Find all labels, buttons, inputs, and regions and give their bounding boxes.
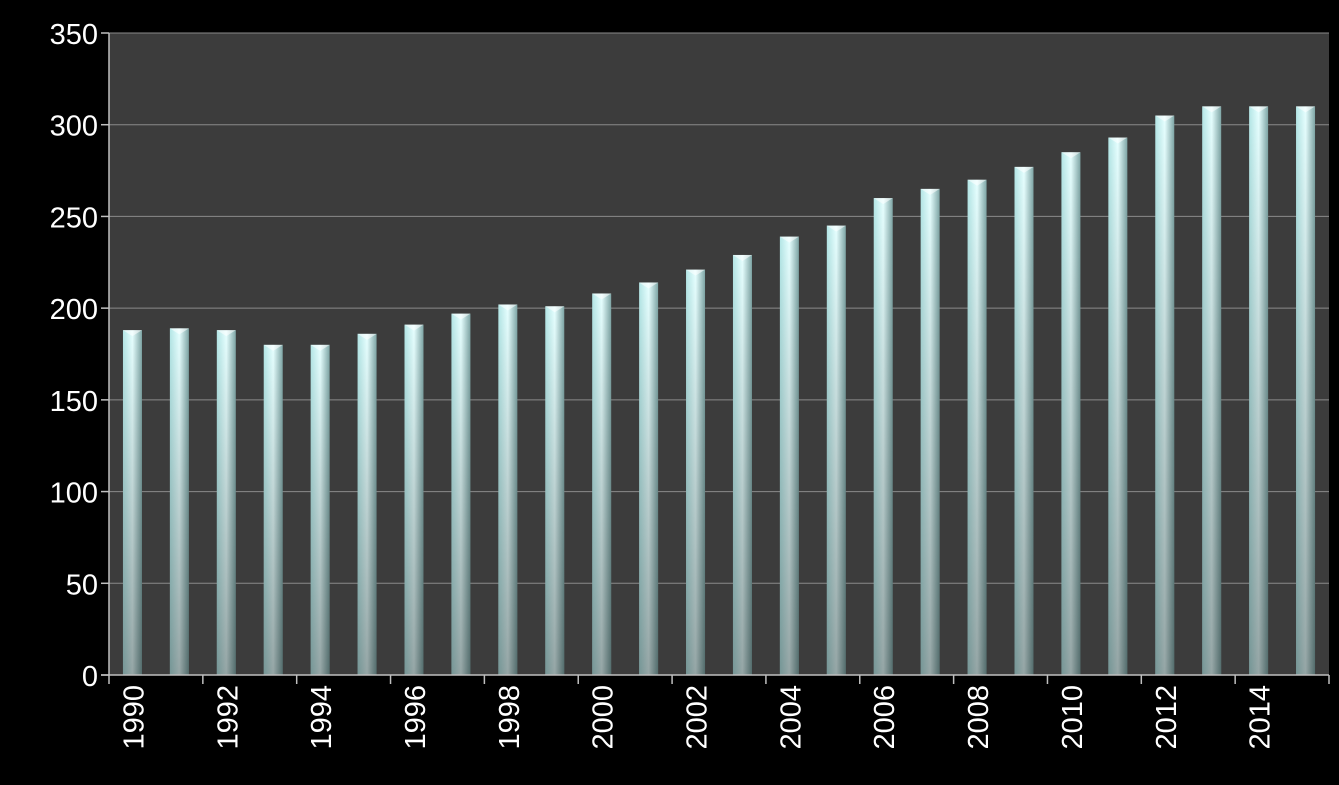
- x-tick-label: 2000: [588, 685, 620, 750]
- bar: [216, 330, 236, 675]
- bar: [451, 313, 471, 675]
- x-tick-label: 2014: [1245, 685, 1277, 750]
- bar: [1249, 106, 1269, 675]
- bar: [357, 333, 377, 675]
- bars: [122, 106, 1316, 676]
- y-tick-label: 50: [66, 569, 98, 601]
- bar: [1061, 152, 1081, 675]
- y-tick-label: 200: [50, 294, 98, 326]
- y-tick-label: 100: [50, 478, 98, 510]
- x-tick-labels: 1990 1992 1994 1996 1998 2000 2002 2004 2006 2008…: [118, 685, 1276, 750]
- bar: [1155, 115, 1175, 676]
- y-tick-label: 300: [50, 111, 98, 143]
- x-tick-label: 2002: [682, 685, 714, 750]
- bar: [1108, 137, 1128, 675]
- axes: [101, 32, 1330, 684]
- x-tick-label: 2004: [775, 685, 807, 750]
- y-tick-label: 0: [82, 661, 98, 693]
- bar: [967, 179, 987, 675]
- bar: [686, 269, 706, 675]
- x-tick-label: 2008: [963, 685, 995, 750]
- y-tick-labels: 0 50 100 150 200 250 300 350: [50, 19, 98, 693]
- y-tick-label: 350: [50, 19, 98, 51]
- bar: [1014, 166, 1034, 675]
- y-tick-label: 250: [50, 202, 98, 234]
- bar: [873, 198, 893, 676]
- bar: [498, 304, 518, 675]
- bar: [404, 324, 424, 675]
- x-tick-label: 1998: [494, 685, 526, 750]
- bar: [732, 254, 752, 675]
- bar: [545, 306, 565, 675]
- bar: [169, 328, 189, 675]
- bar: [122, 330, 142, 675]
- bar: [263, 344, 283, 675]
- bar: [779, 236, 799, 675]
- x-tick-label: 2010: [1057, 685, 1089, 750]
- x-tick-label: 1994: [306, 685, 338, 750]
- x-tick-label: 1990: [118, 685, 150, 750]
- bar: [310, 344, 330, 675]
- bar: [826, 225, 846, 675]
- bar: [1202, 106, 1222, 675]
- bar: [639, 282, 659, 675]
- x-tick-label: 1996: [400, 685, 432, 750]
- y-tick-label: 150: [50, 386, 98, 418]
- bar: [920, 188, 940, 675]
- bar: [592, 293, 612, 675]
- x-tick-label: 2012: [1151, 685, 1183, 750]
- x-tick-label: 2006: [869, 685, 901, 750]
- bar: [1296, 106, 1316, 675]
- plot-area: [109, 33, 1329, 675]
- x-tick-label: 1992: [212, 685, 244, 750]
